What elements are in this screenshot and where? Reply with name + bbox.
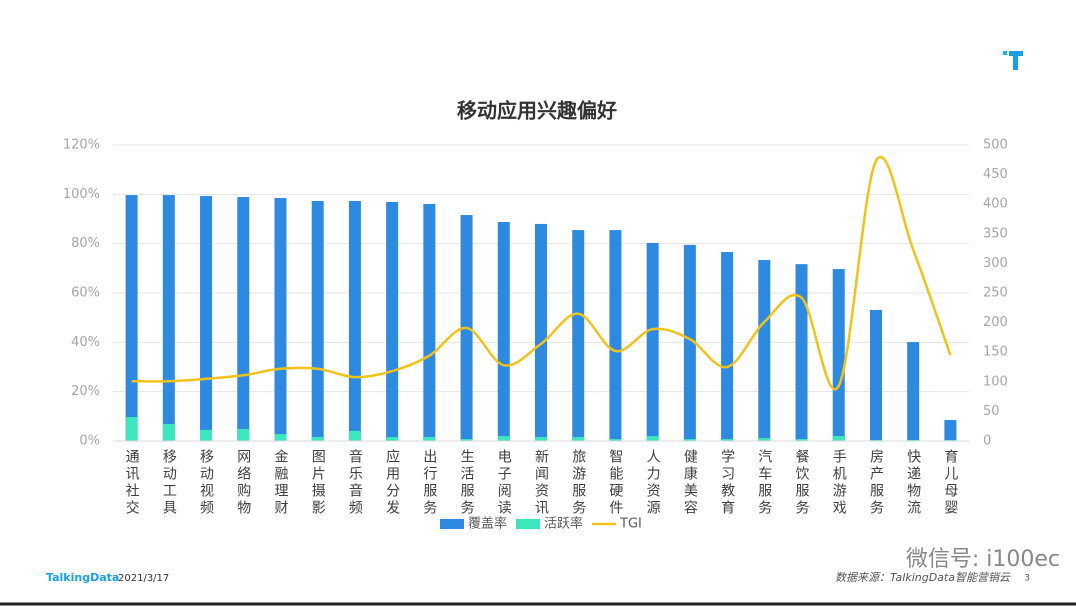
bar bbox=[497, 436, 510, 441]
bar bbox=[460, 439, 473, 441]
bar bbox=[311, 200, 324, 441]
bar bbox=[795, 439, 808, 441]
y2-tick-label: 400 bbox=[983, 197, 1008, 212]
y-tick-label: 80% bbox=[71, 236, 100, 251]
bar bbox=[721, 252, 734, 441]
bar bbox=[125, 417, 138, 441]
bar bbox=[572, 437, 585, 441]
bar bbox=[162, 423, 175, 441]
bar bbox=[125, 195, 138, 441]
y-tick-label: 40% bbox=[71, 335, 100, 350]
x-tick-label: 音乐音频 bbox=[347, 448, 363, 517]
bar bbox=[162, 195, 175, 441]
x-tick-label: 学习教育 bbox=[719, 449, 735, 517]
bar bbox=[237, 428, 250, 441]
bar bbox=[758, 438, 771, 441]
bar bbox=[795, 264, 808, 441]
x-tick-label: 育儿母婴 bbox=[942, 449, 958, 517]
legend-swatch bbox=[440, 519, 464, 529]
x-tick-label: 房产服务 bbox=[868, 449, 884, 517]
bar bbox=[646, 242, 659, 441]
bar bbox=[274, 434, 287, 441]
x-tick-label: 生活服务 bbox=[459, 449, 475, 517]
bar bbox=[944, 420, 957, 441]
y2-tick-label: 300 bbox=[983, 256, 1008, 271]
x-tick-label: 金融理财 bbox=[272, 449, 288, 517]
bar bbox=[200, 196, 213, 441]
bar bbox=[423, 437, 436, 441]
bar bbox=[200, 429, 213, 441]
bar bbox=[683, 439, 696, 441]
bar bbox=[907, 342, 920, 441]
x-tick-label: 餐饮服务 bbox=[794, 449, 810, 517]
bar bbox=[348, 200, 361, 441]
date: 2021/3/17 bbox=[118, 573, 169, 584]
x-tick-label: 健康美容 bbox=[682, 449, 698, 517]
x-tick-label: 手机游戏 bbox=[831, 449, 847, 517]
x-tick-label: 网络购物 bbox=[235, 449, 251, 517]
legend-label: 覆盖率 bbox=[468, 516, 507, 532]
y2-tick-label: 100 bbox=[983, 374, 1008, 389]
legend-swatch bbox=[516, 519, 540, 529]
y2-tick-label: 450 bbox=[983, 167, 1008, 182]
x-tick-label: 快递物流 bbox=[905, 449, 921, 517]
bar bbox=[721, 439, 734, 441]
y2-tick-label: 500 bbox=[983, 138, 1008, 153]
y2-tick-label: 0 bbox=[983, 434, 991, 449]
y-tick-label: 20% bbox=[71, 384, 100, 399]
y-tick-label: 120% bbox=[63, 138, 100, 153]
x-tick-label: 旅游服务 bbox=[570, 449, 586, 517]
x-tick-label: 通讯社交 bbox=[124, 449, 140, 517]
x-tick-label: 电子阅读 bbox=[496, 449, 512, 517]
bar bbox=[572, 230, 585, 441]
brand: TalkingData bbox=[46, 571, 119, 584]
x-tick-label: 出行服务 bbox=[421, 449, 437, 517]
watermark: 微信号: i100ec bbox=[906, 547, 1060, 572]
x-tick-label: 智能硬件 bbox=[607, 449, 623, 517]
y2-tick-label: 150 bbox=[983, 345, 1008, 360]
bar bbox=[683, 244, 696, 441]
bar bbox=[609, 230, 622, 441]
bar bbox=[386, 201, 399, 441]
y-tick-label: 100% bbox=[63, 187, 100, 202]
bar bbox=[348, 430, 361, 441]
y-tick-label: 60% bbox=[71, 286, 100, 301]
x-tick-label: 移动工具 bbox=[161, 449, 177, 517]
bar bbox=[609, 439, 622, 441]
x-tick-label: 新闻资讯 bbox=[533, 449, 549, 517]
source: 数据来源：TalkingData智能营销云 bbox=[835, 571, 1011, 584]
legend-label: 活跃率 bbox=[544, 516, 583, 532]
page-number: 3 bbox=[1024, 574, 1030, 584]
logo bbox=[1003, 51, 1023, 70]
y2-tick-label: 50 bbox=[983, 404, 1000, 419]
bar bbox=[535, 437, 547, 441]
bar bbox=[758, 259, 771, 441]
bar bbox=[832, 269, 845, 441]
bar bbox=[535, 223, 547, 441]
bar bbox=[274, 198, 287, 441]
bar bbox=[311, 437, 324, 441]
bar bbox=[386, 437, 399, 441]
bar bbox=[237, 197, 250, 441]
x-tick-label: 图片摄影 bbox=[310, 449, 326, 517]
bar bbox=[423, 203, 436, 441]
chart-title: 移动应用兴趣偏好 bbox=[457, 99, 617, 123]
legend-label: TGI bbox=[619, 517, 642, 532]
x-tick-label: 人力资源 bbox=[645, 449, 661, 517]
x-tick-label: 汽车服务 bbox=[756, 449, 772, 517]
bar bbox=[646, 436, 659, 441]
x-tick-label: 应用分发 bbox=[384, 448, 400, 517]
y2-tick-label: 250 bbox=[983, 286, 1008, 301]
y2-tick-label: 200 bbox=[983, 315, 1008, 330]
y-tick-label: 0% bbox=[79, 434, 100, 449]
bar bbox=[497, 221, 510, 441]
x-tick-label: 移动视频 bbox=[198, 449, 214, 517]
line bbox=[131, 156, 952, 391]
bar bbox=[869, 310, 882, 441]
bar bbox=[832, 436, 845, 441]
y2-tick-label: 350 bbox=[983, 226, 1008, 241]
